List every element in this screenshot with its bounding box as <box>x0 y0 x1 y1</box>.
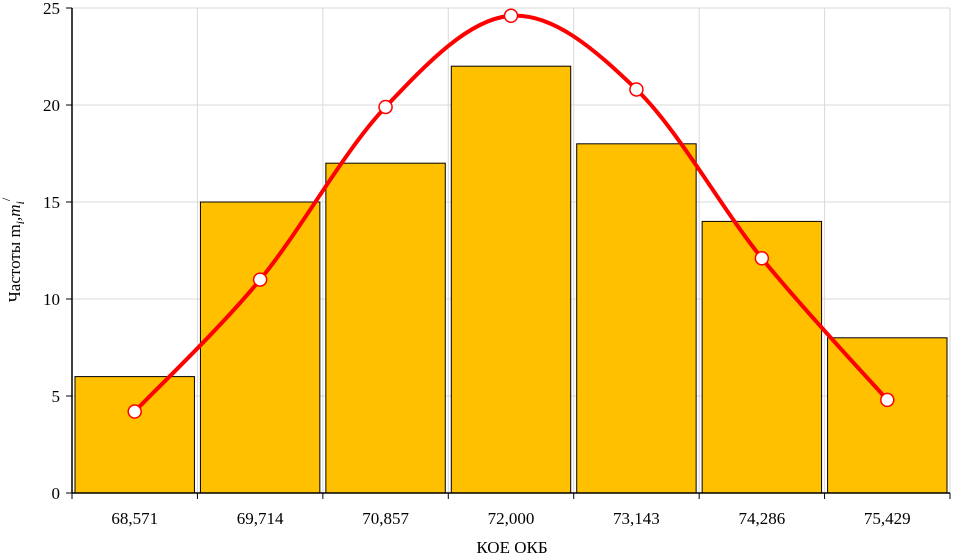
y-tick-label: 10 <box>43 290 60 309</box>
bar <box>450 65 572 494</box>
curve-point <box>880 392 895 408</box>
axes <box>66 7 951 499</box>
y-tick-labels: 0 5 10 15 20 25 <box>43 0 60 503</box>
bars <box>74 65 948 494</box>
bar <box>827 337 948 494</box>
curve-point <box>503 8 519 24</box>
y-axis-title-main: Частоты m <box>5 224 24 302</box>
x-tick-label: 74,286 <box>738 509 785 528</box>
bar <box>74 376 195 494</box>
y-tick-label: 5 <box>52 387 61 406</box>
bar <box>325 162 446 494</box>
y-axis-title-sep: ,m <box>5 204 24 221</box>
frequency-curve <box>127 8 895 419</box>
y-tick-label: 25 <box>43 0 60 18</box>
x-axis-title: КОЕ ОКБ <box>476 538 547 556</box>
y-axis-title-sup: / <box>0 197 13 201</box>
y-axis-title-sub2: i <box>13 201 27 204</box>
x-tick-label: 70,857 <box>362 509 409 528</box>
x-tick-label: 73,143 <box>613 509 660 528</box>
bar <box>701 220 823 494</box>
x-tick-label: 72,000 <box>488 509 535 528</box>
y-tick-label: 0 <box>52 484 61 503</box>
y-tick-label: 15 <box>43 193 60 212</box>
y-axis-title: Частоты mi,mi/ <box>0 197 27 302</box>
curve-point <box>252 272 268 287</box>
curve-point <box>378 99 393 115</box>
x-tick-label: 68,571 <box>111 509 158 528</box>
x-tick-label: 75,429 <box>864 509 911 528</box>
bar <box>576 143 697 494</box>
y-tick-label: 20 <box>43 96 60 115</box>
curve-point <box>754 251 770 266</box>
curve-point <box>127 404 142 419</box>
bar <box>199 201 321 494</box>
curve-point <box>629 82 644 97</box>
y-axis-title-sub1: i <box>13 221 27 224</box>
x-tick-labels: 68,571 69,714 70,857 72,000 73,143 74,286 75,4… <box>111 509 910 528</box>
x-tick-label: 69,714 <box>237 509 284 528</box>
